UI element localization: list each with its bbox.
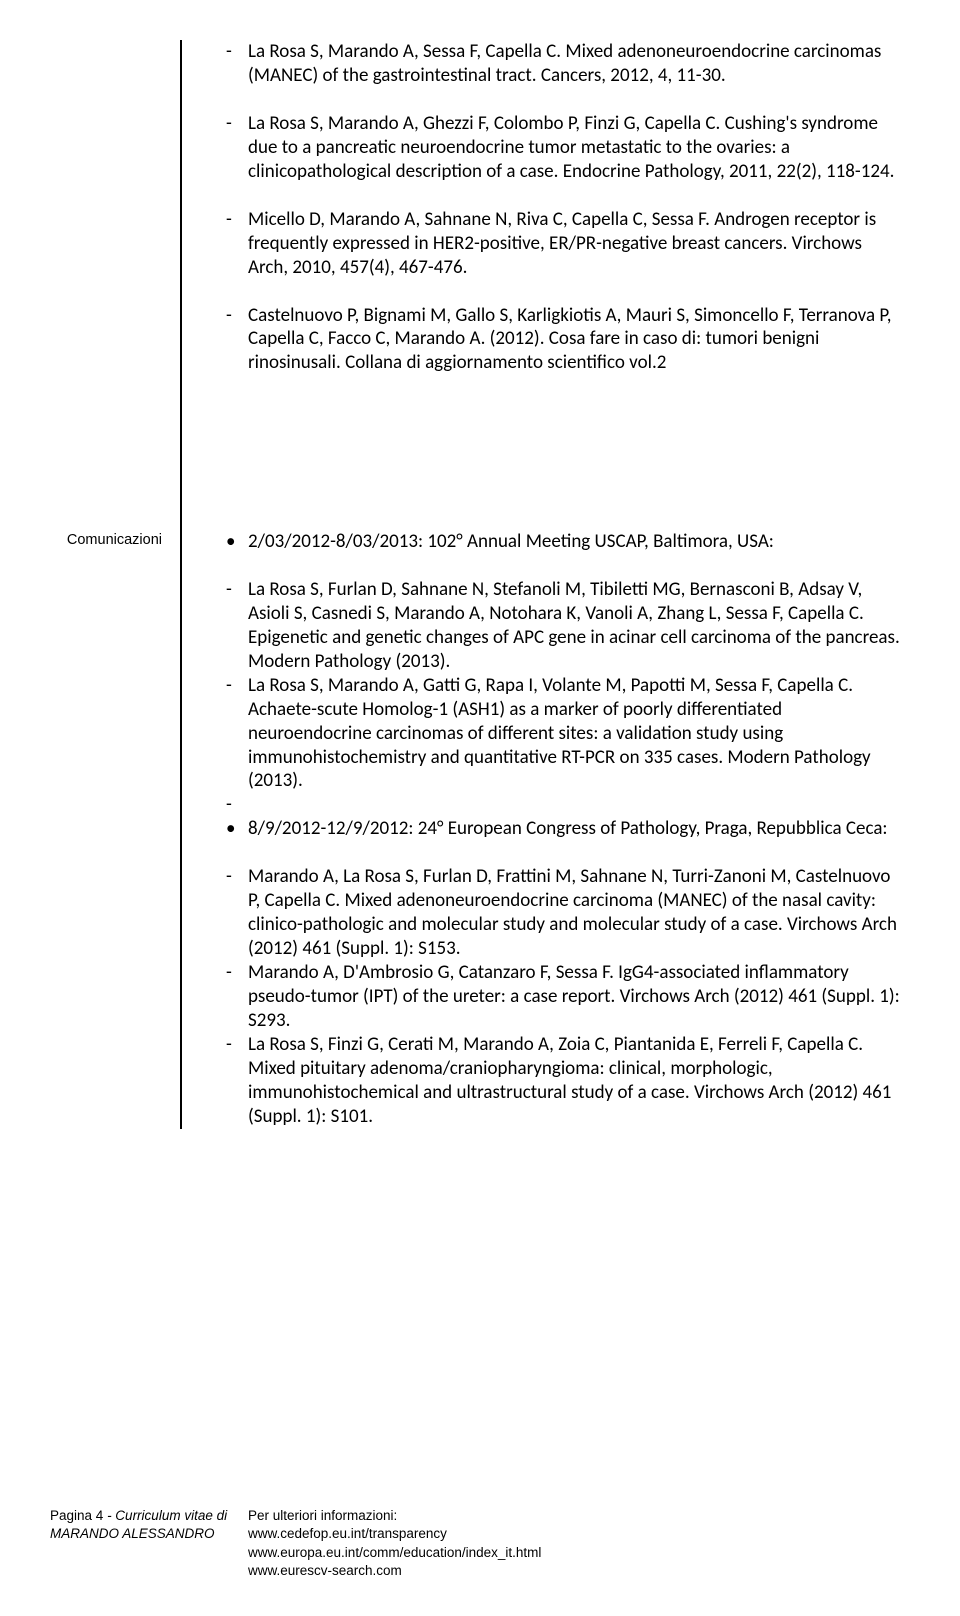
left-column-empty — [50, 40, 180, 530]
abstract-list: La Rosa S, Furlan D, Sahnane N, Stefanol… — [212, 578, 900, 817]
publication-item: Micello D, Marando A, Sahnane N, Riva C,… — [212, 208, 900, 280]
footer-page-prefix: Pagina 4 — [50, 1508, 103, 1523]
event-list: 8/9/2012-12/9/2012: 24° European Congres… — [212, 817, 900, 841]
footer-link: www.europa.eu.int/comm/education/index_i… — [248, 1544, 541, 1562]
left-column-label: Comunicazioni — [50, 530, 180, 1129]
publication-list: La Rosa S, Marando A, Sessa F, Capella C… — [212, 40, 900, 375]
footer-link: www.cedefop.eu.int/transparency — [248, 1525, 541, 1543]
abstract-item: Marando A, D'Ambrosio G, Catanzaro F, Se… — [212, 961, 900, 1033]
right-column-publications: La Rosa S, Marando A, Sessa F, Capella C… — [182, 40, 910, 530]
right-column-communications: 2/03/2012-8/03/2013: 102° Annual Meeting… — [182, 530, 910, 1129]
lone-dash — [212, 793, 900, 817]
event-item: 8/9/2012-12/9/2012: 24° European Congres… — [212, 817, 900, 841]
footer-link: www.eurescv-search.com — [248, 1562, 541, 1580]
abstract-item: Marando A, La Rosa S, Furlan D, Frattini… — [212, 865, 900, 961]
event-list: 2/03/2012-8/03/2013: 102° Annual Meeting… — [212, 530, 900, 554]
footer-right: Per ulteriori informazioni: www.cedefop.… — [230, 1507, 541, 1580]
abstract-item: La Rosa S, Marando A, Gatti G, Rapa I, V… — [212, 674, 900, 794]
abstract-item: La Rosa S, Furlan D, Sahnane N, Stefanol… — [212, 578, 900, 674]
publication-item: La Rosa S, Marando A, Sessa F, Capella C… — [212, 40, 900, 88]
abstract-list: Marando A, La Rosa S, Furlan D, Frattini… — [212, 865, 900, 1128]
footer-page-line: Pagina 4 - Curriculum vitae di — [50, 1507, 230, 1525]
communications-label: Comunicazioni — [67, 532, 162, 548]
event-item: 2/03/2012-8/03/2013: 102° Annual Meeting… — [212, 530, 900, 554]
section-communications: Comunicazioni 2/03/2012-8/03/2013: 102° … — [50, 530, 910, 1129]
publication-item: Castelnuovo P, Bignami M, Gallo S, Karli… — [212, 304, 900, 376]
section-publications: La Rosa S, Marando A, Sessa F, Capella C… — [50, 40, 910, 530]
footer-name: MARANDO ALESSANDRO — [50, 1525, 230, 1543]
page-footer: Pagina 4 - Curriculum vitae di MARANDO A… — [50, 1507, 910, 1580]
abstract-item: La Rosa S, Finzi G, Cerati M, Marando A,… — [212, 1033, 900, 1129]
publication-item: La Rosa S, Marando A, Ghezzi F, Colombo … — [212, 112, 900, 184]
footer-info-title: Per ulteriori informazioni: — [248, 1507, 541, 1525]
footer-left: Pagina 4 - Curriculum vitae di MARANDO A… — [50, 1507, 230, 1580]
cv-page: La Rosa S, Marando A, Sessa F, Capella C… — [0, 0, 960, 1616]
footer-cv-suffix: - Curriculum vitae di — [107, 1508, 227, 1523]
